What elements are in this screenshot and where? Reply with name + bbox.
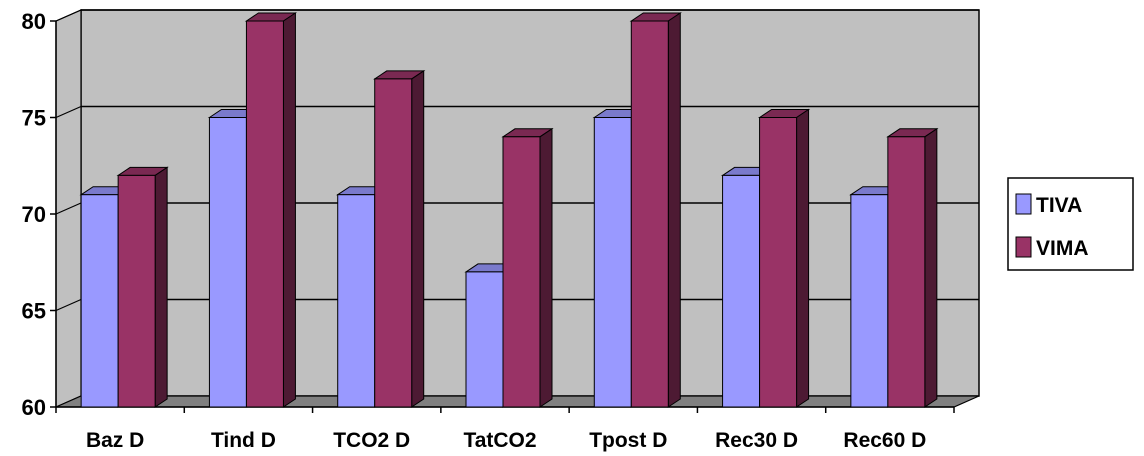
bar-front-face: [593, 117, 632, 408]
legend-swatch-vima: [1015, 236, 1032, 258]
gridline-side: [55, 105, 82, 119]
bar-vima: [373, 69, 426, 408]
bar-front-face: [502, 136, 541, 408]
legend-label-vima: VIMA: [1036, 237, 1089, 260]
y-tick-label: 70: [22, 202, 46, 227]
x-tick-label: TatCO2: [463, 429, 536, 452]
bar-front-face: [630, 20, 669, 408]
bar-side-face: [539, 127, 553, 408]
x-tick-label: TCO2 D: [333, 429, 410, 452]
bar-front-face: [759, 117, 798, 408]
gridline-side: [55, 202, 82, 215]
bar-front-face: [117, 174, 156, 408]
bar-vima: [886, 127, 939, 408]
y-tick-label: 65: [22, 299, 46, 324]
y-tick-label: 75: [22, 106, 46, 131]
bars: [79, 12, 939, 408]
bar-front-face: [465, 271, 504, 408]
y-tick-label: 60: [22, 395, 46, 420]
gridline-side: [55, 9, 82, 22]
bar-front-face: [722, 174, 761, 408]
bar-front-face: [245, 20, 284, 408]
bar-vima: [757, 108, 811, 408]
bar-vima: [116, 166, 169, 408]
bar-side-face: [154, 166, 168, 408]
bar-vima: [244, 12, 298, 408]
gridline-side: [55, 298, 82, 312]
bar-side-face: [796, 108, 810, 408]
legend-swatch-tiva: [1015, 193, 1032, 215]
bar-side-face: [667, 12, 681, 408]
y-tick-label: 80: [22, 9, 46, 34]
x-tick-label: Rec60 D: [843, 429, 926, 452]
x-tick-label: Rec30 D: [715, 429, 798, 452]
bar-side-face: [924, 127, 938, 408]
bar-vima: [629, 12, 682, 408]
legend: TIVA VIMA: [1007, 177, 1134, 271]
bar-side-face: [282, 12, 296, 408]
bar-front-face: [374, 78, 413, 408]
bar-side-face: [411, 69, 425, 408]
axis-labels: 60 65 70 75 80 Baz D Tind D TCO2 D TatCO2 Tpost D…: [22, 9, 927, 452]
legend-label-tiva: TIVA: [1036, 194, 1082, 217]
bar-front-face: [850, 194, 889, 408]
x-tick-label: Baz D: [86, 429, 144, 452]
bar-front-face: [337, 194, 376, 408]
bar-front-face: [208, 117, 247, 408]
bar-front-face: [887, 136, 926, 408]
x-tick-label: Tind D: [211, 429, 276, 452]
x-tick-label: Tpost D: [589, 429, 667, 452]
bar-front-face: [80, 194, 119, 408]
bar-vima: [501, 127, 554, 408]
